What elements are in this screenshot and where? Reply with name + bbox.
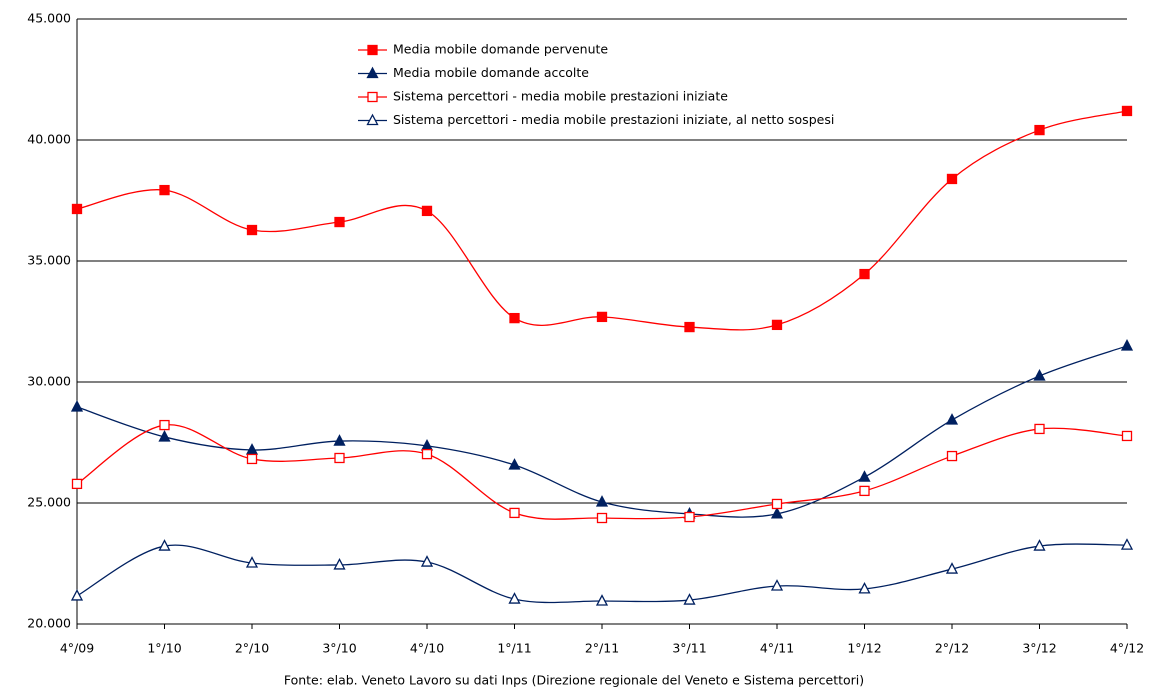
point: [158, 539, 171, 551]
x-tick-label: 2°/12: [935, 641, 969, 656]
y-tick-label: 30.000: [27, 374, 71, 389]
point: [333, 558, 346, 570]
y-tick-label: 45.000: [27, 11, 71, 26]
series-line: [76, 543, 1128, 604]
point: [71, 203, 83, 215]
point: [508, 592, 521, 604]
point: [859, 485, 870, 497]
source-note: Fonte: elab. Veneto Lavoro su dati Inps …: [284, 673, 864, 688]
point: [771, 498, 783, 510]
point: [70, 400, 84, 412]
point: [858, 470, 871, 482]
point: [1033, 539, 1046, 551]
point: [71, 478, 83, 490]
point: [70, 589, 84, 601]
point: [770, 506, 784, 519]
point: [595, 594, 609, 606]
series-line: [76, 345, 1128, 518]
point: [1120, 538, 1134, 550]
legend-label: Sistema percettori - media mobile presta…: [393, 89, 728, 104]
x-tick-label: 3°/12: [1022, 641, 1056, 656]
point: [1120, 339, 1134, 351]
x-tick-label: 4°/12: [1110, 641, 1144, 656]
x-tick-label: 3°/11: [672, 641, 706, 656]
legend-marker: [367, 91, 378, 103]
point: [596, 512, 608, 524]
point: [420, 555, 434, 567]
y-tick-label: 20.000: [27, 616, 71, 631]
legend-label: Sistema percettori - media mobile presta…: [393, 112, 834, 127]
point: [334, 216, 345, 228]
point: [770, 579, 784, 591]
x-tick-label: 2°/10: [235, 641, 269, 656]
point: [333, 434, 346, 446]
point: [1121, 105, 1133, 117]
point: [508, 458, 521, 470]
point: [595, 495, 609, 507]
point: [596, 311, 608, 323]
point: [158, 430, 171, 442]
point: [509, 312, 520, 324]
point: [683, 593, 696, 605]
x-tick-label: 4°/10: [410, 641, 444, 656]
x-tick-label: 4°/11: [760, 641, 794, 656]
x-tick-label: 4°/09: [60, 641, 94, 656]
x-tick-label: 1°/12: [847, 641, 881, 656]
x-tick-label: 3°/10: [322, 641, 356, 656]
point: [159, 419, 170, 431]
legend-marker: [367, 44, 378, 56]
y-tick-label: 40.000: [27, 132, 71, 147]
point: [1121, 430, 1133, 442]
point: [946, 450, 958, 462]
point: [1034, 423, 1045, 435]
point: [945, 562, 959, 574]
point: [421, 205, 433, 217]
point: [509, 507, 520, 519]
point: [771, 319, 783, 331]
point: [1034, 124, 1045, 136]
point: [245, 556, 259, 568]
x-tick-label: 1°/11: [497, 641, 531, 656]
point: [946, 173, 958, 185]
y-tick-label: 25.000: [27, 495, 71, 510]
series-line: [76, 110, 1128, 331]
point: [246, 453, 258, 465]
point: [945, 413, 959, 425]
point: [334, 452, 345, 464]
legend-marker: [366, 113, 379, 126]
point: [159, 184, 170, 196]
legend-label: Media mobile domande pervenute: [393, 42, 608, 57]
point: [684, 511, 695, 523]
point: [859, 268, 870, 280]
point: [1033, 369, 1046, 381]
point: [684, 321, 695, 333]
y-tick-label: 35.000: [27, 253, 71, 268]
legend-marker: [366, 66, 379, 79]
x-tick-label: 2°/11: [585, 641, 619, 656]
legend-label: Media mobile domande accolte: [393, 65, 589, 80]
point: [858, 582, 871, 594]
x-tick-label: 1°/10: [147, 641, 181, 656]
point: [246, 224, 258, 236]
point: [421, 448, 433, 460]
